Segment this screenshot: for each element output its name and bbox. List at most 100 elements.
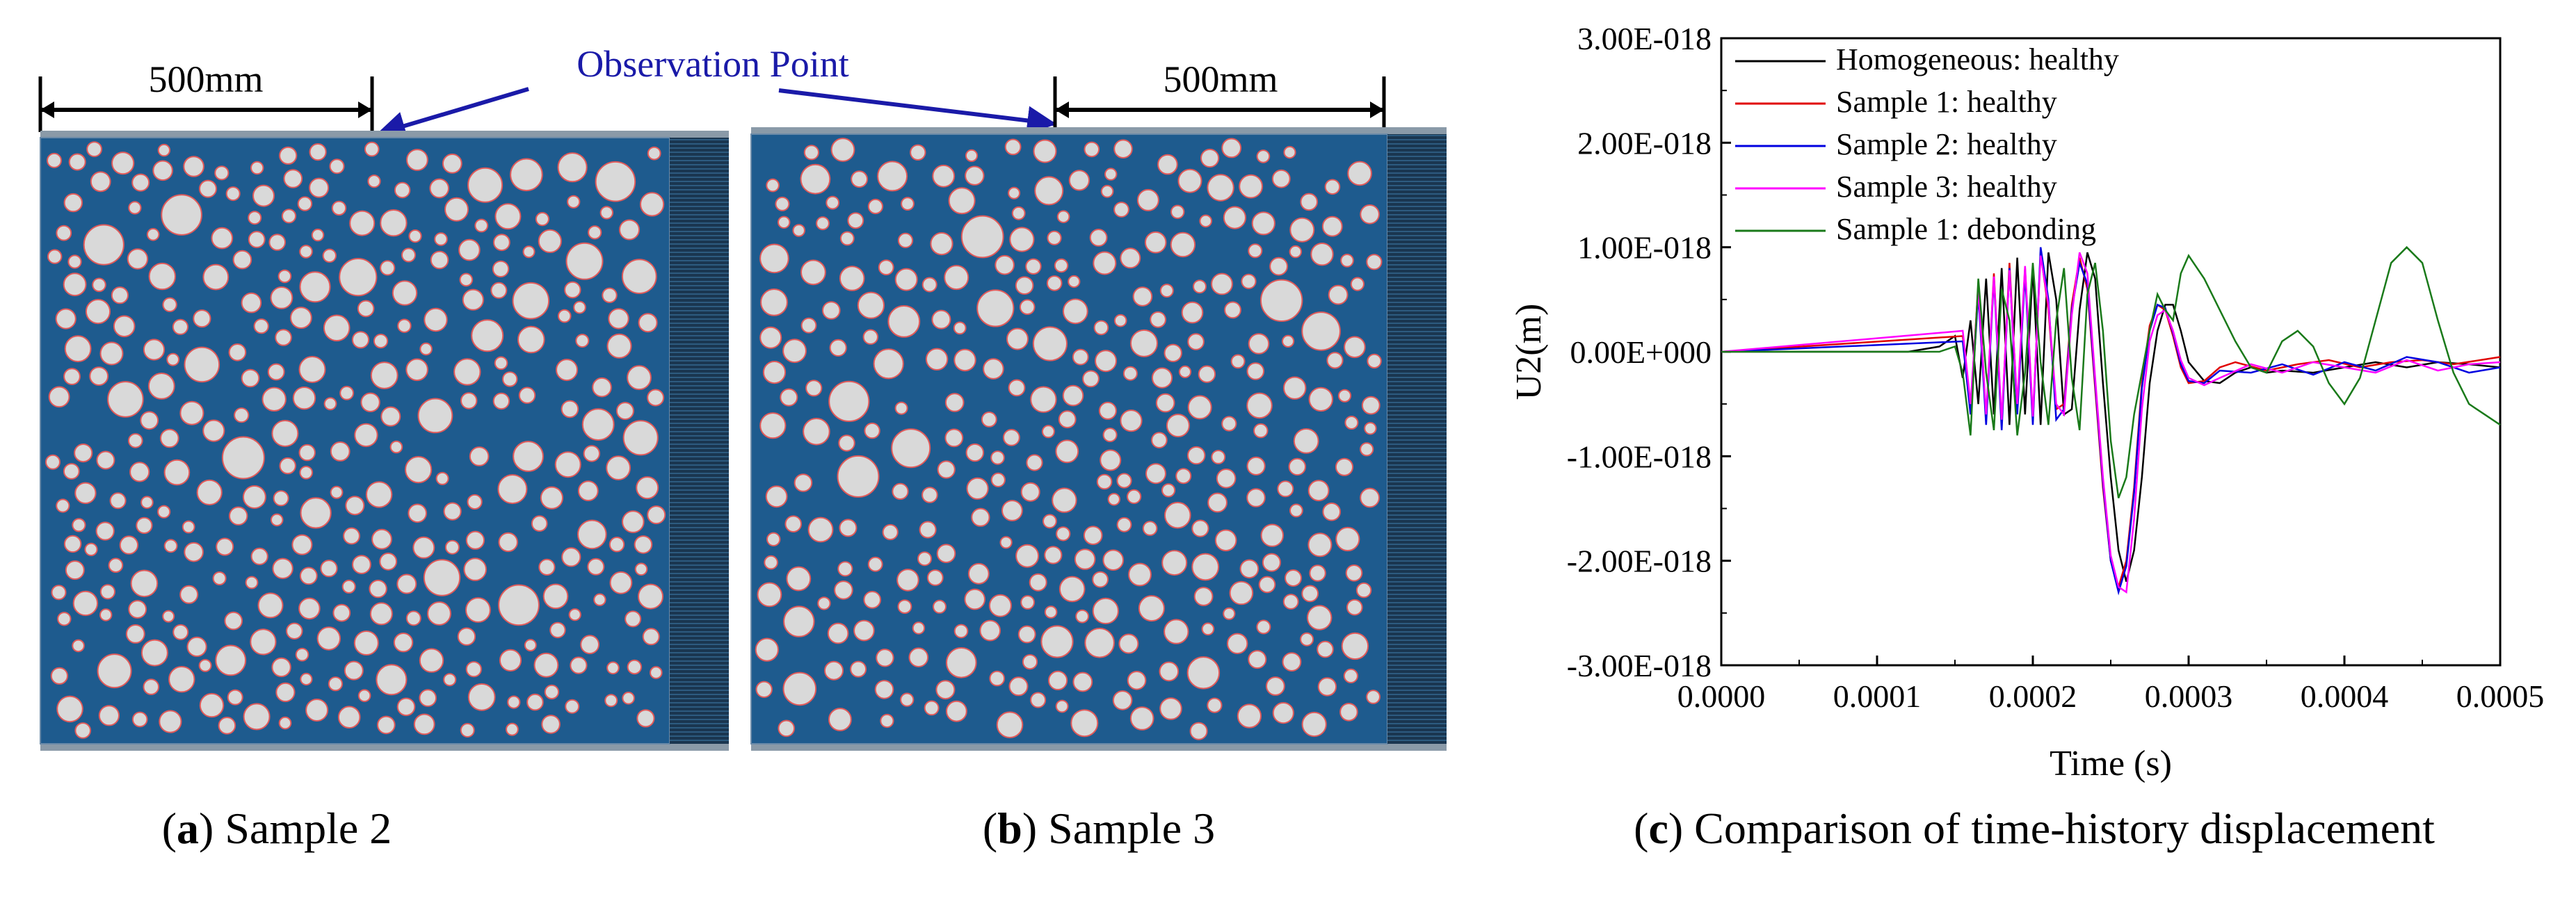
aggregate-particle	[300, 672, 313, 686]
aggregate-particle	[298, 597, 321, 620]
aggregate-particle	[583, 445, 600, 462]
aggregate-particle	[498, 532, 518, 553]
aggregate-particle	[587, 558, 605, 576]
aggregate-particle	[1003, 429, 1020, 446]
aggregate-particle	[595, 161, 636, 202]
absorbing-boundary-b	[1387, 134, 1447, 744]
aggregate-particle	[270, 513, 284, 527]
aggregate-particle	[1096, 473, 1113, 490]
aggregate-particle	[857, 291, 885, 319]
aggregate-particle	[413, 713, 435, 735]
aggregate-particle	[1089, 229, 1108, 247]
aggregate-particle	[330, 485, 344, 499]
aggregate-particle	[379, 552, 398, 571]
aggregate-particle	[241, 292, 262, 314]
aggregate-particle	[1046, 275, 1063, 291]
aggregate-particle	[184, 346, 220, 383]
aggregate-particle	[567, 195, 581, 209]
aggregate-particle	[1246, 456, 1266, 476]
aggregate-particle	[376, 664, 408, 696]
aggregate-particle	[1366, 690, 1380, 704]
aggregate-particle	[1044, 605, 1058, 619]
aggregate-particle	[99, 584, 115, 600]
aggregate-particle	[782, 339, 807, 364]
aggregate-particle	[111, 152, 135, 175]
aggregate-particle	[423, 559, 461, 596]
aggregate-particle	[458, 238, 481, 261]
aggregate-particle	[924, 700, 940, 716]
y-tick-label: -1.00E-018	[1567, 439, 1712, 474]
aggregate-particle	[1132, 286, 1153, 307]
aggregate-particle	[47, 249, 63, 264]
aggregate-particle	[295, 647, 309, 662]
aggregate-particle	[1150, 311, 1166, 328]
aggregate-particle	[1256, 619, 1271, 635]
aggregate-particle	[1058, 410, 1077, 429]
aggregate-particle	[1116, 516, 1132, 532]
aggregate-particle	[1177, 168, 1202, 193]
aggregate-particle	[518, 387, 536, 404]
aggregate-particle	[1198, 365, 1216, 383]
aggregate-particle	[965, 149, 979, 162]
aggregate-particle	[1300, 193, 1318, 211]
aggregate-particle	[965, 443, 985, 462]
aggregate-particle	[830, 138, 855, 162]
aggregate-particle	[322, 248, 337, 263]
aggregate-particle	[380, 260, 396, 276]
aggregate-particle	[298, 356, 326, 383]
aggregate-particle	[45, 454, 61, 470]
aggregate-particle	[759, 412, 787, 439]
aggregate-particle	[1248, 650, 1267, 669]
aggregate-particle	[1341, 632, 1369, 660]
aggregate-particle	[1189, 722, 1208, 740]
aggregate-particle	[245, 576, 259, 589]
aggregate-particle	[1047, 230, 1062, 245]
aggregate-particle	[784, 515, 802, 533]
aggregate-particle	[573, 300, 586, 314]
aggregate-particle	[401, 247, 416, 263]
aggregate-particle	[1266, 676, 1285, 696]
aggregate-particle	[1155, 393, 1175, 413]
aggregate-particle	[199, 692, 225, 718]
aggregate-particle	[622, 510, 645, 533]
aggregate-particle	[1214, 529, 1237, 552]
aggregate-particle	[1335, 457, 1354, 476]
aggregate-particle	[989, 670, 1005, 687]
aggregate-particle	[65, 560, 85, 580]
aggregate-particle	[1224, 301, 1241, 319]
aggregate-particle	[1072, 672, 1093, 692]
aggregate-particle	[807, 516, 834, 543]
aggregate-particle	[64, 335, 92, 363]
caption-b-letter: b	[997, 804, 1022, 853]
aggregate-particle	[570, 656, 588, 674]
aggregate-particle	[1260, 279, 1303, 322]
aggregate-particle	[901, 197, 915, 211]
aggregate-particle	[163, 459, 191, 486]
aggregate-particle	[638, 313, 658, 333]
aggregate-particle	[344, 660, 364, 681]
aggregate-particle	[360, 392, 380, 412]
legend-label: Homogeneous: healthy	[1836, 42, 2119, 76]
aggregate-particle	[953, 321, 967, 335]
aggregate-particle	[880, 713, 894, 729]
aggregate-particle	[1161, 550, 1188, 576]
aggregate-particle	[606, 455, 631, 480]
aggregate-particle	[1350, 277, 1365, 291]
aggregate-particle	[453, 358, 481, 386]
aggregate-particle	[1098, 401, 1117, 420]
caption-b-text: Sample 3	[1037, 804, 1215, 853]
aggregate-particle	[345, 496, 365, 516]
aggregate-particle	[162, 610, 175, 623]
aggregate-particle	[380, 209, 408, 237]
aggregate-particle	[471, 319, 504, 352]
aggregate-particle	[638, 583, 663, 610]
aggregate-particle	[577, 519, 607, 550]
aggregate-particle	[778, 719, 795, 738]
aggregate-particle	[1237, 703, 1262, 729]
aggregate-particle	[148, 262, 177, 291]
aggregate-particle	[1138, 595, 1165, 622]
aggregate-particle	[650, 666, 663, 679]
aggregate-particle	[1288, 457, 1307, 476]
aggregate-particle	[1055, 439, 1079, 464]
